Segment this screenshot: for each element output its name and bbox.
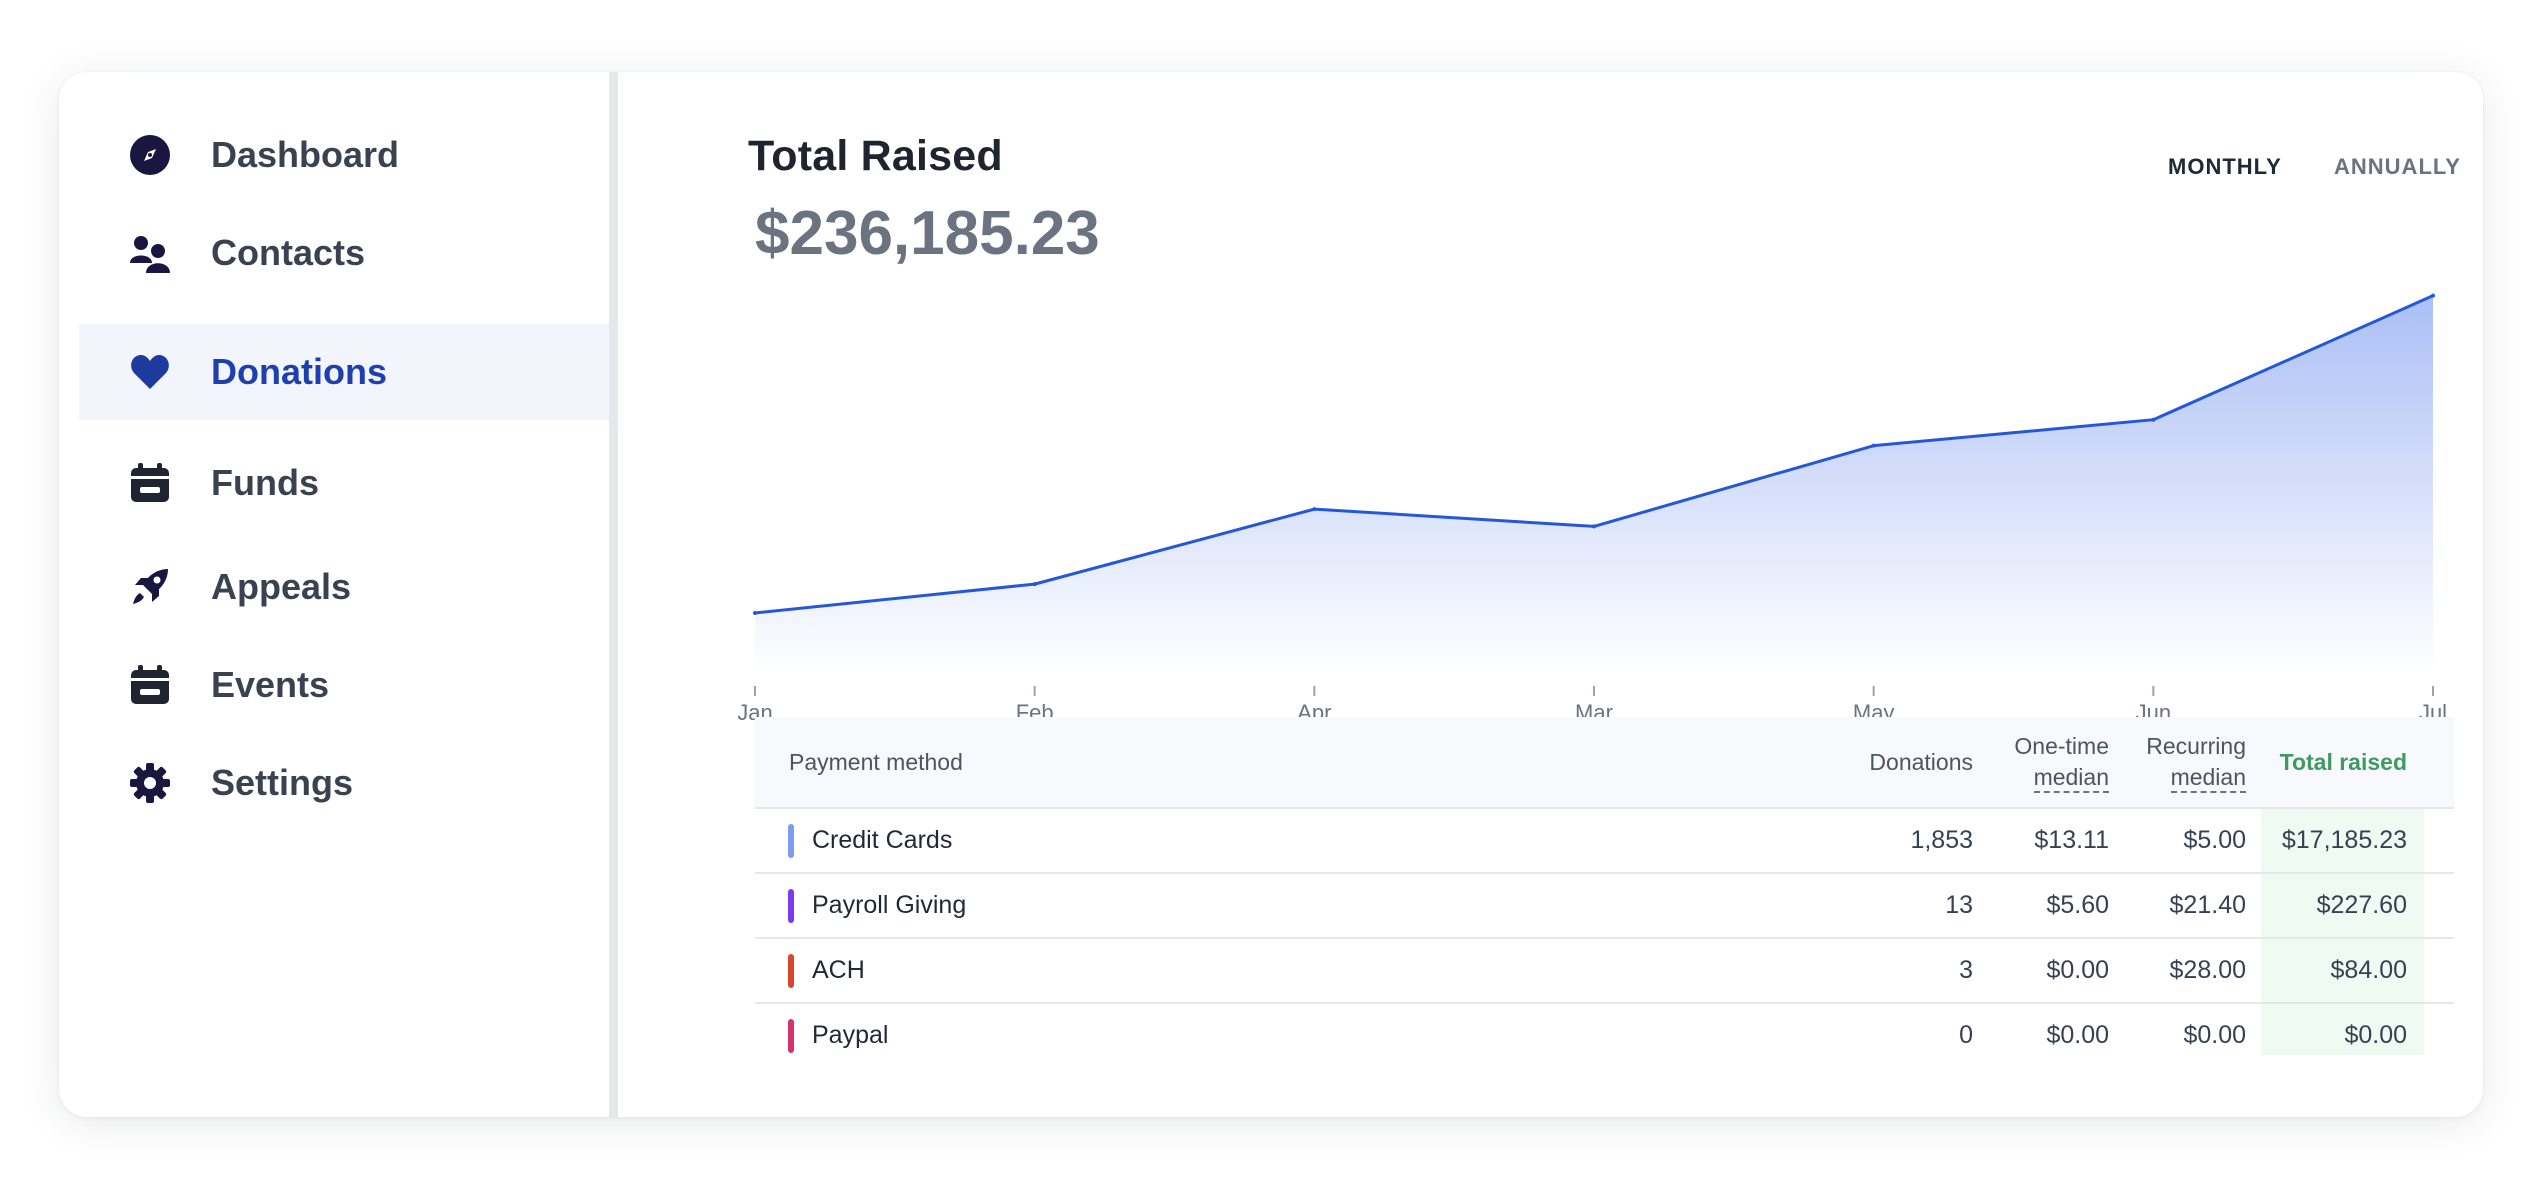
sidebar-item-label: Settings <box>211 762 354 803</box>
cell-donations: 3 <box>1959 956 1973 984</box>
header-recurring-line2: median <box>2170 764 2246 793</box>
data-point[interactable] <box>2431 293 2435 298</box>
cell-recurring-median: $0.00 <box>2183 1021 2246 1049</box>
cell-onetime-median: $13.11 <box>2034 826 2109 854</box>
data-point[interactable] <box>1312 507 1317 512</box>
sidebar-item-label: Donations <box>211 351 387 392</box>
sidebar-item-events[interactable]: Events <box>79 637 609 733</box>
cell-donations: 1,853 <box>1910 826 1973 854</box>
method-color-swatch <box>788 1019 794 1053</box>
header-onetime-line1: One-time <box>2014 733 2109 759</box>
sidebar-item-label: Funds <box>211 462 319 503</box>
table-row: Credit Cards 1,853 $13.11 $5.00 $17,185.23 <box>755 809 2454 874</box>
cell-method: Payroll Giving <box>812 891 967 919</box>
cell-total-raised: $0.00 <box>2344 1021 2407 1049</box>
cell-method: ACH <box>812 956 865 984</box>
calendar-icon <box>130 665 170 705</box>
sidebar-item-label: Dashboard <box>211 134 400 175</box>
cell-onetime-median: $0.00 <box>2046 956 2109 984</box>
total-amount: $236,185.23 <box>755 199 1100 268</box>
data-point[interactable] <box>1592 524 1596 529</box>
donations-card: Dashboard Contacts Donations Funds Appea… <box>59 72 2483 1117</box>
cell-total-raised: $227.60 <box>2316 891 2407 919</box>
header-onetime-line2: median <box>2033 764 2109 793</box>
header-recurring-line1: Recurring <box>2146 733 2246 759</box>
cell-method: Paypal <box>812 1021 889 1049</box>
cell-donations: 0 <box>1959 1021 1973 1049</box>
method-color-swatch <box>788 954 794 988</box>
area-fill <box>755 295 2433 666</box>
sidebar-item-contacts[interactable]: Contacts <box>79 205 609 301</box>
data-point[interactable] <box>753 610 757 615</box>
cell-recurring-median: $21.40 <box>2169 891 2246 919</box>
header-recurring-median[interactable]: Recurring median <box>2146 731 2246 793</box>
header-onetime-median[interactable]: One-time median <box>2014 731 2109 793</box>
rocket-icon <box>130 567 170 607</box>
cell-recurring-median: $28.00 <box>2169 956 2246 984</box>
method-color-swatch <box>788 824 794 858</box>
gear-icon <box>130 763 170 803</box>
main-content: Total Raised $236,185.23 MONTHLY ANNUALL… <box>618 72 2483 1117</box>
cell-total-raised: $84.00 <box>2330 956 2407 984</box>
sidebar: Dashboard Contacts Donations Funds Appea… <box>59 72 618 1117</box>
data-point[interactable] <box>2151 417 2156 422</box>
data-point[interactable] <box>1871 443 1876 448</box>
cell-method: Credit Cards <box>812 826 953 854</box>
table-header: Payment method Donations One-time median… <box>755 717 2454 809</box>
cell-total-raised: $17,185.23 <box>2281 826 2407 854</box>
sidebar-item-funds[interactable]: Funds <box>79 435 609 531</box>
data-point[interactable] <box>1032 582 1037 587</box>
header-payment-method: Payment method <box>789 749 963 775</box>
header-total-raised: Total raised <box>2279 749 2407 775</box>
compass-icon <box>130 135 170 175</box>
table-row: ACH 3 $0.00 $28.00 $84.00 <box>755 939 2454 1004</box>
table-row: Paypal 0 $0.00 $0.00 $0.00 <box>755 1004 2454 1067</box>
cell-recurring-median: $5.00 <box>2183 826 2246 854</box>
table-body: Credit Cards 1,853 $13.11 $5.00 $17,185.23 Pa… <box>755 809 2454 1067</box>
header-donations: Donations <box>1869 749 1973 775</box>
sidebar-item-donations[interactable]: Donations <box>79 324 609 420</box>
sidebar-item-appeals[interactable]: Appeals <box>79 539 609 635</box>
table-row: Payroll Giving 13 $5.60 $21.40 $227.60 <box>755 874 2454 939</box>
cell-onetime-median: $0.00 <box>2046 1021 2109 1049</box>
sidebar-item-label: Events <box>211 664 330 705</box>
sidebar-item-settings[interactable]: Settings <box>79 735 609 831</box>
heart-icon <box>130 352 170 392</box>
method-color-swatch <box>788 889 794 923</box>
page-title: Total Raised <box>748 132 1003 180</box>
sidebar-item-dashboard[interactable]: Dashboard <box>79 107 609 203</box>
payment-methods-table: Payment method Donations One-time median… <box>755 717 2454 1067</box>
sidebar-item-label: Appeals <box>211 566 352 607</box>
calendar-icon <box>130 463 170 503</box>
cell-onetime-median: $5.60 <box>2046 891 2109 919</box>
users-icon <box>130 233 170 273</box>
total-raised-chart: Jan Feb Apr Mar May Jun Jul <box>738 293 2447 725</box>
sidebar-item-label: Contacts <box>211 232 366 273</box>
annually-toggle[interactable]: ANNUALLY <box>2334 154 2461 179</box>
monthly-toggle[interactable]: MONTHLY <box>2168 154 2282 179</box>
cell-donations: 13 <box>1945 891 1973 919</box>
